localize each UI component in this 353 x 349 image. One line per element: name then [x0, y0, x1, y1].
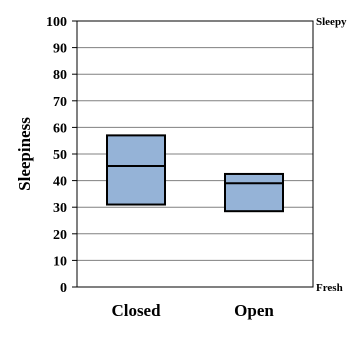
top-anchor-label: Sleepy: [316, 16, 347, 28]
y-axis-ticks: 0 10 20 30 40 50 60 70 80 90 100: [46, 15, 77, 296]
x-axis-categories: Closed Open: [111, 301, 274, 320]
box-closed: [106, 134, 166, 206]
y-tick-label: 20: [53, 228, 67, 243]
y-tick-label: 70: [53, 95, 67, 110]
box-iqr: [106, 134, 166, 206]
bottom-anchor-label: Fresh: [316, 282, 343, 294]
y-tick-label: 60: [53, 121, 67, 136]
y-tick-label: 40: [53, 175, 67, 190]
y-tick-label: 80: [53, 68, 67, 83]
box-iqr: [224, 172, 284, 213]
y-tick-label: 50: [53, 148, 67, 163]
x-category-label: Closed: [111, 301, 161, 320]
y-tick-label: 90: [53, 42, 67, 57]
box-open: [224, 172, 284, 213]
y-tick-label: 10: [53, 254, 67, 269]
y-axis-label: Sleepiness: [15, 117, 34, 191]
boxes: [106, 134, 284, 213]
y-tick-label: 0: [60, 281, 67, 296]
x-category-label: Open: [234, 301, 274, 320]
y-tick-label: 30: [53, 201, 67, 216]
y-tick-label: 100: [46, 15, 67, 30]
